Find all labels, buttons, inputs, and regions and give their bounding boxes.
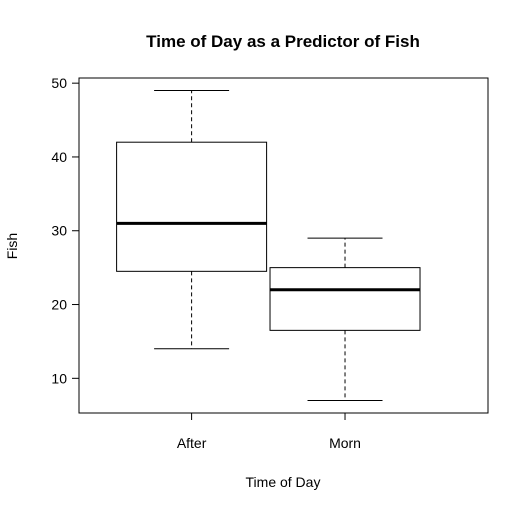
y-tick-label-20: 20	[51, 297, 67, 313]
box-morn	[269, 237, 421, 401]
x-tick-label-morn: Morn	[329, 435, 361, 451]
x-tick-label-after: After	[177, 435, 207, 451]
y-tick-label-40: 40	[51, 149, 67, 165]
chart-title: Time of Day as a Predictor of Fish	[146, 32, 420, 51]
iqr-box-morn	[269, 267, 421, 331]
y-tick-label-30: 30	[51, 223, 67, 239]
x-axis-label: Time of Day	[246, 474, 321, 490]
y-axis: 10 20 30 40 50	[51, 75, 80, 386]
y-tick-label-50: 50	[51, 75, 67, 91]
box-after	[116, 90, 268, 350]
plot-frame	[78, 77, 489, 414]
y-axis-label: Fish	[4, 233, 20, 259]
iqr-box-after	[116, 141, 268, 272]
y-tick-label-10: 10	[51, 370, 67, 386]
x-axis: After Morn	[177, 412, 361, 451]
box-series	[116, 90, 421, 401]
